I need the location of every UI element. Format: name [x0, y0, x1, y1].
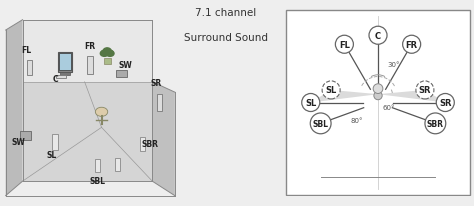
Circle shape	[425, 114, 446, 134]
Circle shape	[374, 92, 382, 100]
Text: SBR: SBR	[142, 140, 159, 149]
Circle shape	[302, 94, 320, 112]
Text: 60°: 60°	[382, 105, 395, 111]
Bar	[116, 70, 127, 78]
Bar	[27, 60, 32, 76]
Circle shape	[402, 36, 420, 54]
Text: SBR: SBR	[427, 119, 444, 128]
Text: SR: SR	[151, 79, 162, 88]
Bar	[87, 57, 93, 75]
Polygon shape	[311, 90, 378, 103]
Bar	[103, 59, 111, 65]
Bar	[140, 138, 145, 151]
Text: 7.1 channel: 7.1 channel	[195, 8, 256, 18]
Bar	[95, 159, 100, 173]
Text: SW: SW	[118, 60, 132, 69]
Text: SL: SL	[46, 150, 57, 159]
Text: FL: FL	[339, 41, 350, 49]
Polygon shape	[23, 21, 152, 82]
Circle shape	[105, 51, 113, 56]
Polygon shape	[6, 21, 23, 196]
Circle shape	[373, 84, 383, 94]
Text: FL: FL	[22, 46, 32, 55]
Text: C: C	[52, 75, 58, 84]
Polygon shape	[23, 82, 152, 181]
Polygon shape	[378, 90, 445, 103]
Bar	[20, 132, 31, 140]
Bar	[157, 95, 162, 111]
Text: FR: FR	[85, 42, 96, 51]
Bar	[59, 54, 71, 71]
Circle shape	[103, 49, 111, 54]
Text: Surround Sound: Surround Sound	[183, 33, 268, 43]
Circle shape	[106, 51, 114, 57]
Bar	[58, 53, 72, 73]
Circle shape	[369, 27, 387, 45]
Circle shape	[322, 82, 340, 99]
Bar	[60, 73, 70, 76]
Circle shape	[100, 51, 108, 57]
Text: 30°: 30°	[387, 62, 400, 68]
Text: SL: SL	[305, 98, 316, 108]
Polygon shape	[152, 82, 175, 196]
Text: C: C	[375, 32, 381, 41]
Text: FR: FR	[406, 41, 418, 49]
Bar	[56, 75, 65, 79]
Circle shape	[95, 108, 108, 117]
Text: SW: SW	[11, 138, 25, 147]
Text: SBL: SBL	[89, 176, 105, 185]
Text: SBL: SBL	[313, 119, 328, 128]
Text: 80°: 80°	[350, 117, 363, 123]
Text: SL: SL	[326, 86, 337, 95]
Bar	[52, 134, 58, 150]
Text: SR: SR	[439, 98, 452, 108]
Circle shape	[336, 36, 354, 54]
Text: SR: SR	[419, 86, 431, 95]
Circle shape	[416, 82, 434, 99]
Bar	[115, 158, 119, 171]
Circle shape	[310, 114, 331, 134]
Circle shape	[436, 94, 454, 112]
Circle shape	[101, 51, 109, 56]
